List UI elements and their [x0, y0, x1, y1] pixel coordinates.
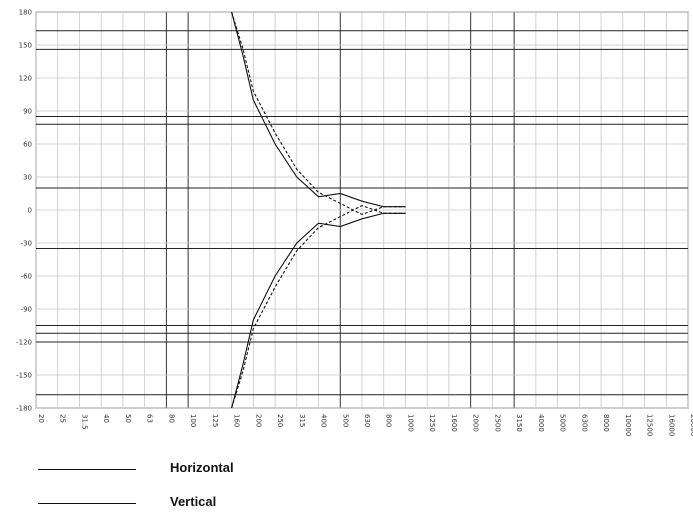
x-tick-label: 200: [254, 414, 262, 427]
legend-swatch-vertical: [38, 503, 136, 504]
y-tick-label: -60: [21, 273, 32, 281]
series-line-horizontal-mirror: [231, 212, 406, 409]
x-tick-label: 315: [298, 414, 306, 427]
y-tick-label: -90: [21, 306, 32, 314]
y-tick-label: 150: [19, 42, 32, 50]
x-tick-label: 1000: [406, 414, 414, 432]
x-tick-label: 100: [189, 414, 197, 427]
x-axis-ticks: 20 25 31.5 40 50 63 80 100 125 160 200 250 315 400 500…: [37, 414, 693, 436]
series-line-horizontal: [231, 11, 406, 208]
y-tick-label: 60: [23, 141, 32, 149]
series-line-vertical: [231, 11, 406, 215]
chart-grid: [35, 11, 689, 409]
x-tick-label: 1250: [428, 414, 436, 432]
x-tick-label: 12500: [646, 414, 654, 436]
x-tick-label: 50: [124, 414, 132, 423]
x-tick-label: 8000: [602, 414, 610, 432]
x-tick-label: 800: [385, 414, 393, 427]
legend-label-horizontal: Horizontal: [170, 460, 234, 475]
y-tick-label: -150: [16, 372, 32, 380]
x-tick-label: 20: [37, 414, 45, 423]
y-tick-label: -30: [21, 240, 32, 248]
legend-label-vertical: Vertical: [170, 494, 217, 509]
x-tick-label: 4000: [537, 414, 545, 432]
x-tick-label: 6300: [580, 414, 588, 432]
series-line-vertical-mirror: [231, 205, 406, 409]
y-tick-label: 30: [23, 174, 32, 182]
x-tick-label: 80: [167, 414, 175, 423]
y-tick-label: 0: [28, 207, 32, 215]
x-tick-label: 5000: [559, 414, 567, 432]
x-tick-label: 20000: [689, 414, 693, 436]
y-tick-label: -120: [16, 339, 32, 347]
y-axis-ticks: 180 150 120 90 60 30 0 -30 -60 -90 -120 -150 -180: [16, 9, 32, 413]
y-tick-label: 180: [19, 9, 32, 17]
x-tick-label: 125: [211, 414, 219, 427]
x-tick-label: 1600: [450, 414, 458, 432]
x-tick-label: 40: [102, 414, 110, 423]
x-tick-label: 10000: [624, 414, 632, 436]
x-tick-label: 16000: [667, 414, 675, 436]
x-tick-label: 31.5: [80, 414, 88, 430]
x-tick-label: 630: [363, 414, 371, 427]
x-tick-label: 3150: [515, 414, 523, 432]
x-tick-label: 2500: [493, 414, 501, 432]
x-tick-label: 63: [146, 414, 154, 423]
x-tick-label: 250: [276, 414, 284, 427]
x-tick-label: 25: [59, 414, 67, 423]
y-tick-label: 120: [19, 75, 32, 83]
polar-angle-chart: 20 25 31.5 40 50 63 80 100 125 160 200 250 315 400 500…: [16, 9, 693, 437]
y-tick-label: -180: [16, 405, 32, 413]
plot-area: [231, 11, 406, 409]
y-tick-label: 90: [23, 108, 32, 116]
x-tick-label: 2000: [472, 414, 480, 432]
legend-swatch-horizontal: [38, 469, 136, 470]
x-tick-label: 400: [320, 414, 328, 427]
x-tick-label: 500: [341, 414, 349, 427]
x-tick-label: 160: [233, 414, 241, 427]
